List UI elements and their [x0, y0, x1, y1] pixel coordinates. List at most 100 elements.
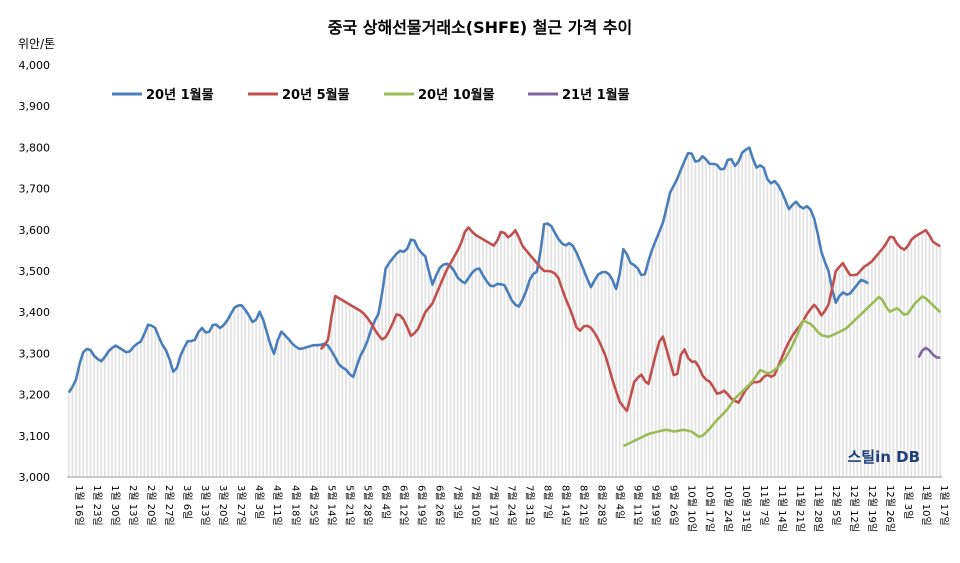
background-bar [294, 346, 297, 477]
background-bar [89, 350, 92, 477]
background-bar [406, 248, 409, 477]
background-bar [492, 245, 495, 477]
background-bar [211, 324, 214, 477]
background-bar [366, 318, 369, 477]
background-bar [813, 218, 816, 477]
background-bar [892, 237, 895, 477]
x-tick-label: 5월 21일 [343, 485, 355, 526]
x-tick-label: 12월 5일 [830, 485, 842, 526]
x-tick-label: 1월 17일 [938, 485, 950, 526]
x-tick-label: 10월 24일 [722, 485, 734, 532]
x-tick-label: 12월 19일 [866, 485, 878, 532]
y-tick-label: 3,700 [19, 183, 51, 196]
background-bar [705, 159, 708, 478]
background-bar [521, 245, 524, 477]
background-bar [806, 206, 808, 478]
background-bar [924, 230, 927, 477]
background-bar [78, 363, 81, 477]
background-bar [269, 344, 272, 477]
background-bar [755, 167, 758, 477]
x-tick-label: 3월 20일 [217, 485, 229, 526]
background-bar [842, 263, 844, 477]
background-bar [759, 165, 762, 477]
background-bar [456, 250, 459, 477]
y-tick-label: 3,600 [19, 224, 51, 237]
background-bar [413, 240, 416, 477]
background-bar [420, 252, 423, 477]
background-bar [485, 241, 488, 477]
x-tick-label: 7월 24일 [506, 485, 518, 526]
background-bar [906, 246, 909, 477]
background-bar [665, 207, 668, 478]
series-line-1 [67, 146, 869, 394]
background-bar [136, 343, 139, 477]
background-bar [305, 347, 308, 477]
y-tick-label: 3,900 [19, 100, 51, 113]
background-bar [453, 256, 455, 477]
background-bar [791, 204, 794, 477]
background-bar [554, 232, 556, 477]
background-bar [262, 319, 265, 477]
background-bar [730, 159, 733, 477]
background-bar [910, 239, 913, 477]
background-bar [197, 332, 200, 477]
background-bar [726, 159, 729, 477]
background-bar [568, 243, 571, 477]
background-bar [427, 271, 430, 477]
background-bar [460, 242, 463, 477]
background-bar [784, 200, 787, 477]
background-bar [651, 249, 654, 477]
background-bar [172, 371, 175, 477]
y-axis-unit-label: 위안/톤 [18, 37, 55, 51]
background-bar [899, 247, 902, 477]
background-bar [852, 275, 855, 477]
axes: 3,000 3,100 3,200 3,300 3,400 3,500 3,600 3,700… [19, 59, 951, 532]
background-bar [352, 306, 355, 477]
background-bar [590, 287, 592, 477]
background-bar [503, 233, 506, 477]
background-bar [932, 241, 934, 477]
x-tick-label: 1월 23일 [91, 485, 103, 526]
background-bar [233, 307, 236, 477]
x-tick-label: 9월 4일 [614, 485, 626, 519]
background-bar [478, 237, 481, 477]
background-bar [903, 249, 906, 477]
background-bar [716, 164, 718, 477]
background-bar [888, 236, 891, 477]
background-bar [474, 234, 477, 477]
background-bar [67, 392, 70, 477]
background-bar [82, 352, 85, 477]
background-bar [391, 258, 394, 477]
background-bar [298, 348, 301, 477]
background-bar [143, 333, 146, 477]
background-bar [219, 328, 221, 477]
background-bar [103, 357, 106, 477]
background-bar [186, 341, 189, 477]
background-bar [449, 263, 452, 477]
background-bar [564, 245, 567, 477]
background-bar [370, 323, 373, 477]
background-bar [539, 251, 542, 477]
background-bar [593, 280, 596, 477]
series-line-2 [319, 226, 941, 413]
background-bar [586, 279, 589, 477]
background-bar [168, 359, 171, 477]
background-bar [381, 293, 383, 477]
x-tick-label: 9월 11일 [632, 485, 644, 526]
x-tick-label: 3월 27일 [235, 485, 247, 526]
x-tick-label: 8월 14일 [560, 485, 572, 526]
background-bar [276, 340, 279, 477]
x-tick-label: 12월 12일 [848, 485, 860, 532]
background-bar [827, 271, 830, 477]
background-bar [543, 224, 546, 477]
x-tick-label: 10월 31일 [740, 485, 752, 532]
background-bar [935, 244, 938, 477]
background-bar [500, 231, 502, 477]
background-bar [208, 331, 211, 477]
background-bar [820, 251, 823, 477]
background-bar [348, 304, 351, 477]
background-bar [780, 191, 783, 477]
background-bar [132, 346, 135, 477]
x-tick-label: 11월 28일 [812, 485, 824, 532]
